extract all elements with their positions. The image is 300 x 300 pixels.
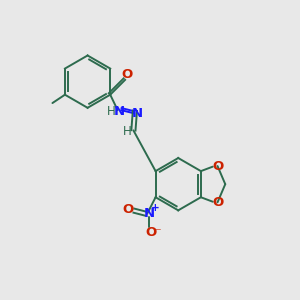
Text: N: N: [143, 206, 155, 220]
Text: O: O: [121, 68, 132, 81]
Text: O: O: [212, 196, 223, 209]
Text: N: N: [132, 107, 143, 120]
Text: O: O: [145, 226, 156, 239]
Text: O: O: [212, 160, 223, 172]
Text: +: +: [151, 203, 159, 213]
Text: H: H: [122, 125, 131, 138]
Text: O: O: [123, 203, 134, 216]
Text: H: H: [107, 105, 116, 118]
Text: N: N: [114, 105, 125, 118]
Text: ⁻: ⁻: [154, 226, 161, 239]
